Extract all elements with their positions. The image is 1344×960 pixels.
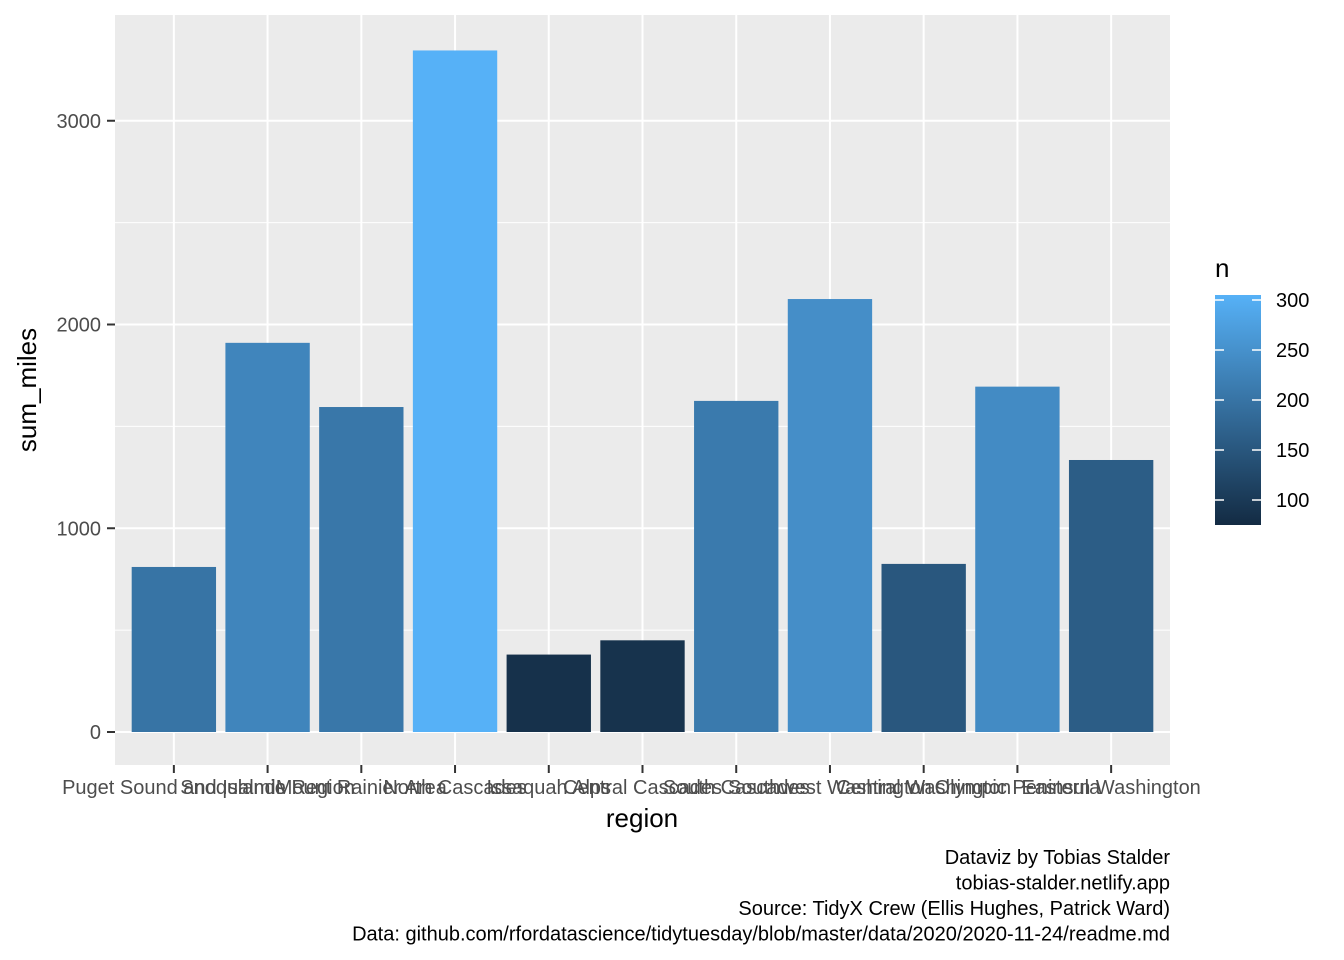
bar (600, 640, 685, 732)
y-axis: 0 1000 2000 3000 (57, 111, 115, 744)
legend-colorbar (1215, 295, 1261, 525)
legend-label: 100 (1276, 490, 1309, 512)
legend-label: 150 (1276, 440, 1309, 462)
x-tick-label: Olympic Peninsula (935, 777, 1102, 799)
bar (131, 566, 217, 732)
x-tick-label: Eastern Washington (1021, 777, 1200, 799)
bar (787, 299, 873, 732)
y-tick-label: 1000 (57, 518, 102, 540)
x-tick-label: Southwest Washington (728, 777, 932, 799)
legend-label: 200 (1276, 390, 1309, 412)
x-tick-label: Snoqualmie Region (180, 777, 355, 799)
color-legend: n 100 150 200 250 300 (1215, 253, 1309, 525)
bar (412, 50, 498, 733)
y-tick-label: 2000 (57, 315, 102, 337)
bar (975, 386, 1060, 732)
bar (225, 342, 310, 732)
y-axis-title: sum_miles (12, 328, 42, 452)
y-tick-label: 0 (90, 722, 101, 744)
caption-line: Dataviz by Tobias Stalder (945, 847, 1171, 869)
bar (1068, 459, 1154, 732)
caption-line: tobias-stalder.netlify.app (956, 873, 1170, 895)
bar (694, 400, 779, 732)
x-tick-label: Issaquah Alps (487, 777, 612, 799)
x-tick-label: Central Cascades (563, 777, 722, 799)
x-tick-label: North Cascades (383, 777, 526, 799)
x-tick-label: Puget Sound and Islands (62, 777, 286, 799)
legend-label: 250 (1276, 340, 1309, 362)
bar (881, 563, 966, 732)
bar (506, 654, 591, 732)
caption-line: Source: TidyX Crew (Ellis Hughes, Patric… (738, 898, 1170, 920)
x-axis-title: region (606, 803, 678, 833)
x-tick-label: Central Washington (836, 777, 1011, 799)
caption-line: Data: github.com/rfordatascience/tidytue… (352, 924, 1170, 946)
bars (131, 50, 1154, 733)
caption: Dataviz by Tobias Stalder tobias-stalder.… (352, 847, 1170, 946)
bar (319, 407, 404, 732)
legend-title: n (1215, 253, 1229, 283)
x-tick-label: South Cascades (663, 777, 810, 799)
y-tick-label: 3000 (57, 111, 102, 133)
x-tick-label: Mount Rainier Area (276, 777, 448, 799)
legend-label: 300 (1276, 290, 1309, 312)
